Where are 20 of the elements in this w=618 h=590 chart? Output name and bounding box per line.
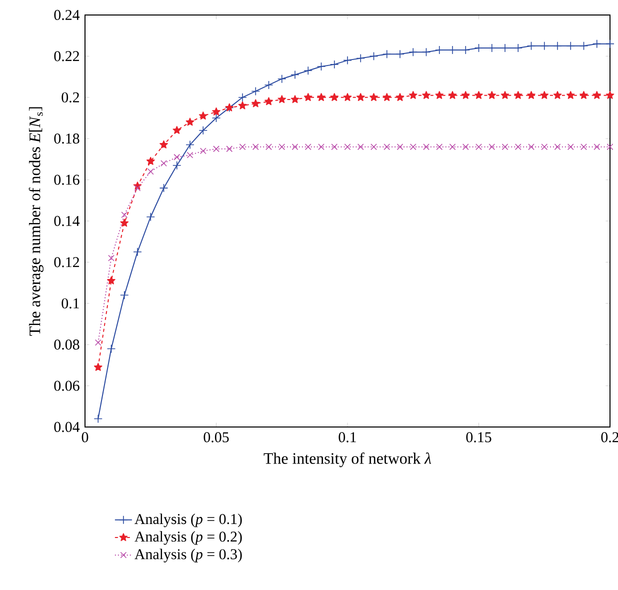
y-tick-label: 0.04: [54, 422, 80, 432]
y-tick-label: 0.1: [62, 298, 79, 308]
y-tick-label: 0.2: [62, 92, 79, 102]
y-tick-label: 0.18: [54, 134, 80, 144]
x-tick-label: 0.1: [338, 432, 356, 442]
y-tick-label: 0.12: [54, 257, 79, 268]
x-tick-label: 0.05: [204, 432, 229, 442]
legend-label: Analysis (p = 0.2): [134, 531, 242, 545]
x-axis-title: The intensity of network λ: [264, 452, 432, 468]
x-tick-label: 0: [82, 432, 88, 442]
legend-label: Analysis (p = 0.1): [134, 514, 242, 528]
y-tick-label: 0.06: [54, 380, 80, 391]
legend-label: Analysis (p = 0.3): [134, 548, 242, 562]
x-tick-label: 0.15: [466, 432, 492, 442]
y-axis-title: The average number of nodes E[N$_{s}$]: [28, 107, 44, 336]
y-tick-label: 0.08: [54, 340, 80, 350]
y-tick-label: 0.22: [54, 51, 79, 62]
y-tick-label: 0.16: [54, 174, 80, 185]
y-tick-label: 0.24: [54, 10, 80, 20]
y-tick-label: 0.14: [54, 216, 80, 226]
